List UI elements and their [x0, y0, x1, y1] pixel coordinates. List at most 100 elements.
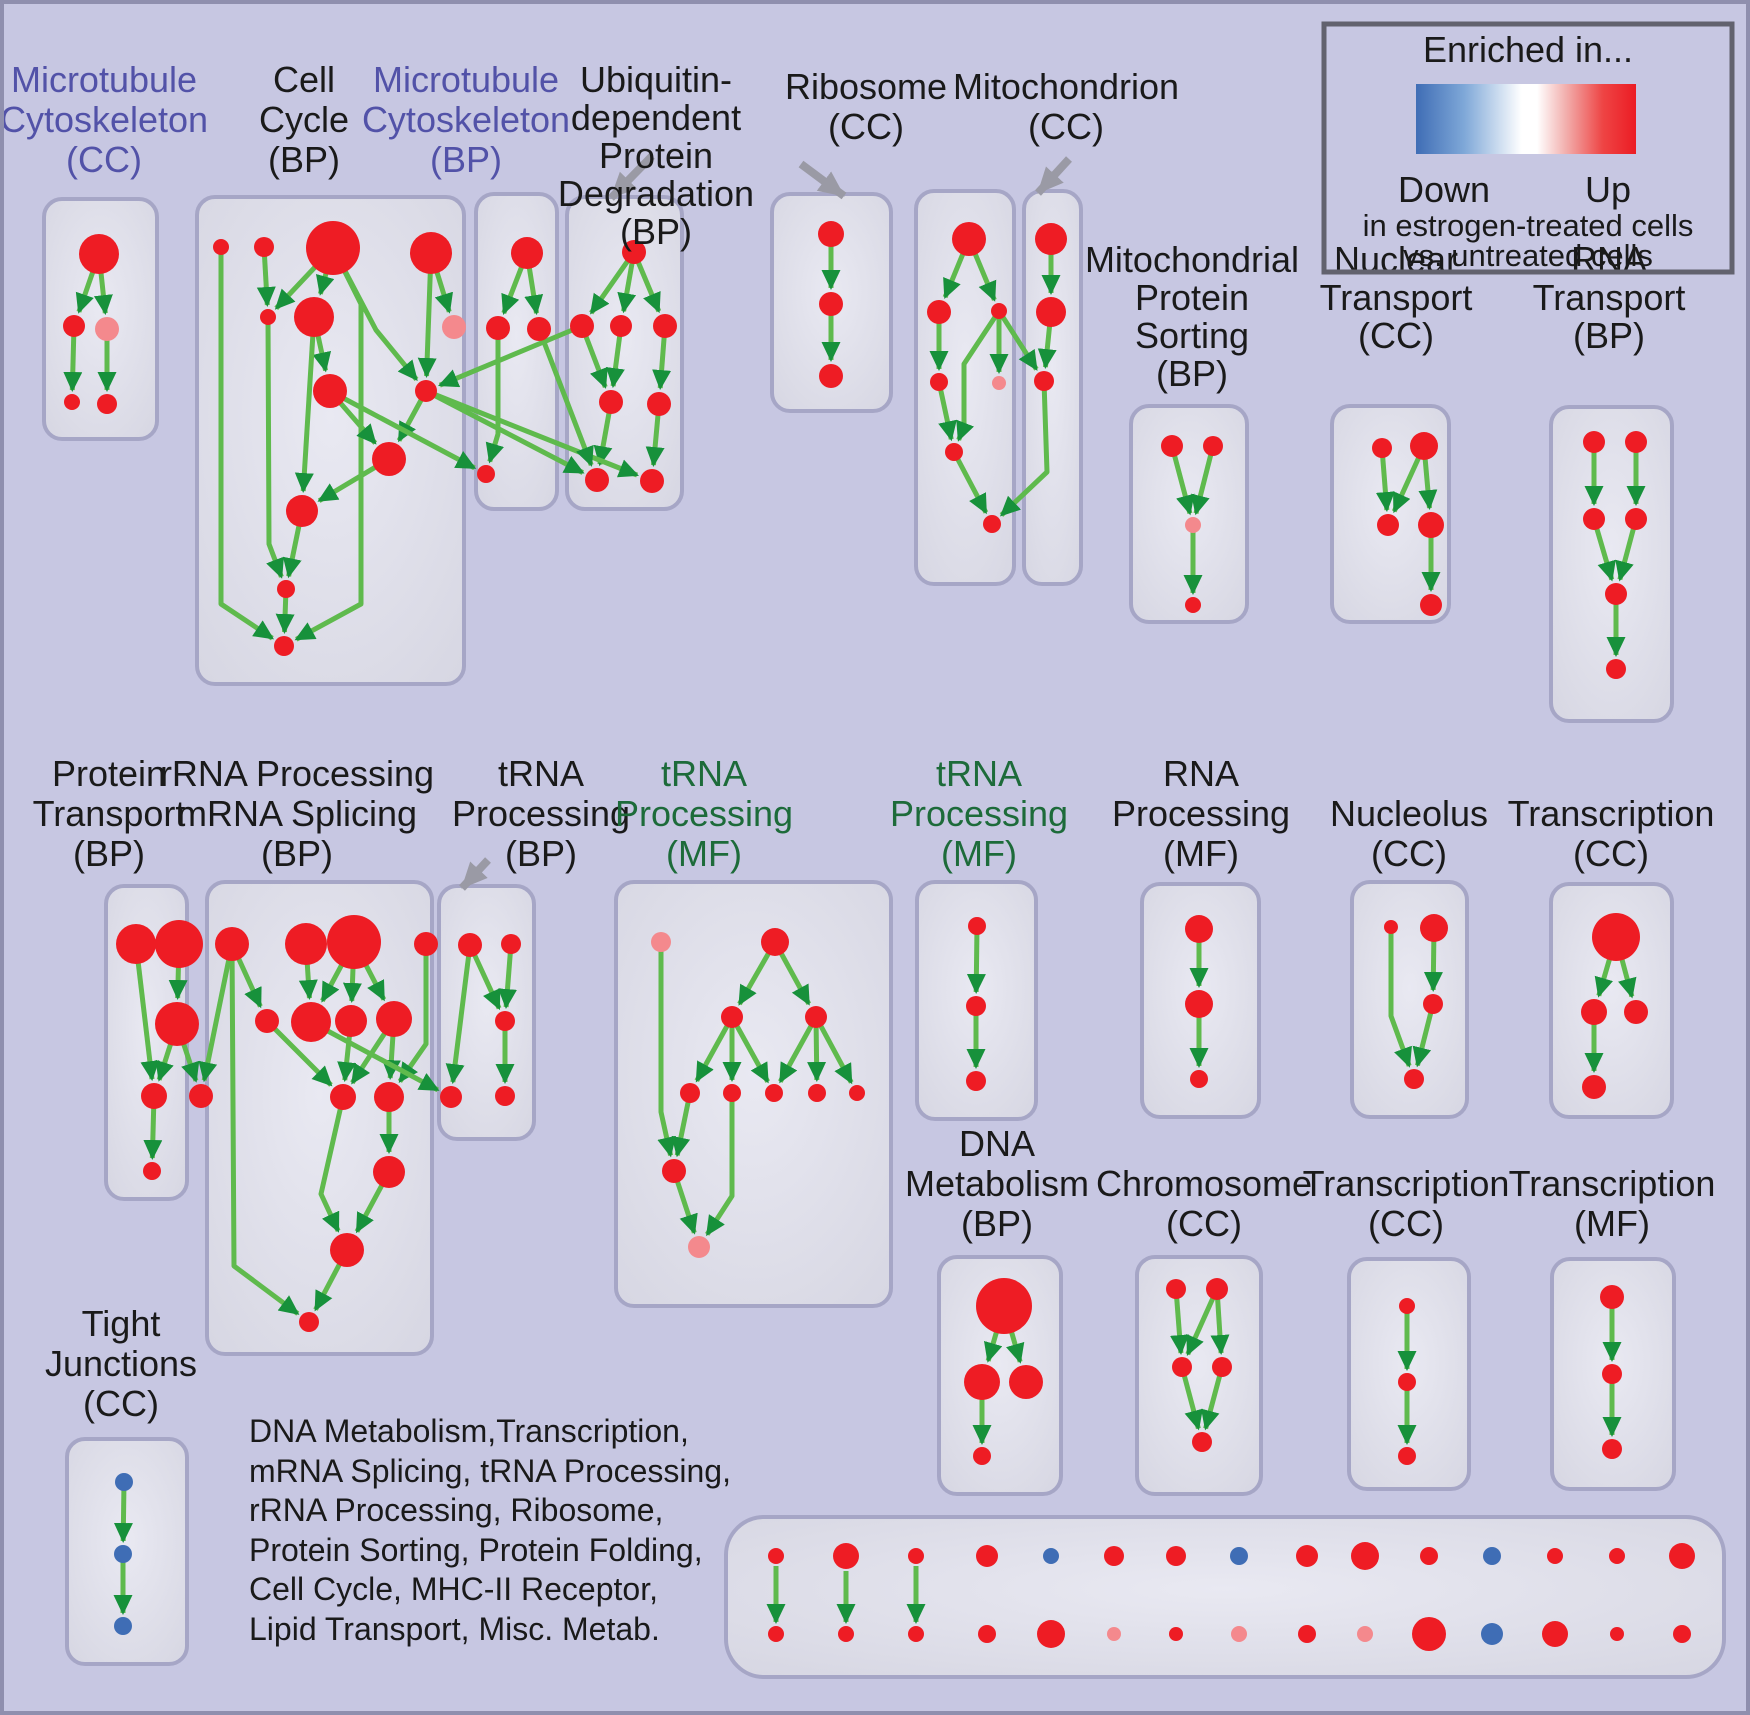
node-rrna-0 — [215, 927, 249, 961]
node-mps-1 — [1203, 436, 1223, 456]
cluster-label-mt_cc-line2: (CC) — [66, 139, 142, 180]
cluster-box-transcription_cc2 — [1549, 882, 1674, 1119]
cluster-label-transcription_cc3-line1: (CC) — [1368, 1203, 1444, 1244]
node-nuc_trans-4 — [1420, 594, 1442, 616]
misc-terms-line0: DNA Metabolism,Transcription, — [249, 1413, 689, 1449]
node-rrna-8 — [330, 1084, 356, 1110]
edge-cell_cycle-5 — [294, 246, 364, 642]
cross-edge-ribosome-to-mito-7 — [996, 309, 1039, 371]
node-ubiq_a-1 — [570, 314, 594, 338]
cluster-label-dna_metab-line0: DNA — [959, 1123, 1035, 1164]
cluster-label-dna_metab-line2: (BP) — [961, 1203, 1033, 1244]
legend-box — [1321, 21, 1735, 275]
node-strip-top-11 — [1483, 1547, 1501, 1565]
node-strip-top-12 — [1547, 1548, 1563, 1564]
node-strip-top-8 — [1296, 1545, 1318, 1567]
node-mt_bp-3 — [477, 465, 495, 483]
node-strip-bottom-1 — [838, 1626, 854, 1642]
edge-chromosome-4 — [1201, 1366, 1225, 1431]
misc-terms-line5: Lipid Transport, Misc. Metab. — [249, 1611, 660, 1647]
node-ubiq_a-3 — [653, 314, 677, 338]
node-trna_mf_s-2 — [966, 1071, 986, 1091]
node-strip-bottom-8 — [1298, 1625, 1316, 1643]
legend-subtitle-2: vs. untreated cells — [1403, 238, 1653, 273]
cluster-label-chromosome-line0: Chromosome — [1096, 1163, 1312, 1204]
cluster-label-tight_junctions-line1: Junctions — [45, 1343, 197, 1384]
node-mt_cc-3 — [64, 394, 80, 410]
node-rna_trans-3 — [1625, 508, 1647, 530]
edge-rrna-6 — [265, 1019, 333, 1087]
node-nucleolus-1 — [1420, 914, 1448, 942]
node-cell_cycle-2 — [306, 221, 360, 275]
node-cell_cycle-10 — [286, 495, 318, 527]
edge-rrna-12 — [318, 1096, 346, 1233]
node-strip-bottom-5 — [1107, 1627, 1121, 1641]
cluster-label-rna_proc-line1: Processing — [1112, 793, 1290, 834]
cross-edge-cell_cycle-to-ubiq_a-1 — [424, 388, 585, 475]
node-transcription_mf-2 — [1602, 1439, 1622, 1459]
node-ubiq_a-4 — [599, 390, 623, 414]
node-ribosome-6 — [983, 515, 1001, 533]
layer-labels: MicrotubuleCytoskeleton(CC)CellCycle(BP)… — [4, 21, 1735, 1647]
edge-nucleolus-1 — [1412, 1003, 1436, 1068]
node-strip-bottom-11 — [1481, 1623, 1503, 1645]
node-rrna-10 — [373, 1156, 405, 1188]
cluster-box-chromosome — [1135, 1255, 1263, 1496]
cluster-label-rrna-line2: (BP) — [261, 833, 333, 874]
node-rna_trans-0 — [1583, 431, 1605, 453]
edge-cell_cycle-14 — [265, 316, 284, 579]
node-mito-1 — [1036, 297, 1066, 327]
node-strip-top-2 — [908, 1548, 924, 1564]
cluster-label-ribosome-line1: (CC) — [828, 106, 904, 147]
node-strip-top-4 — [1043, 1548, 1059, 1564]
cluster-label-ubiq_a-line4: (BP) — [620, 211, 692, 252]
node-ribosome-5 — [945, 443, 963, 461]
node-trna_mf_l-10 — [688, 1236, 710, 1258]
node-cell_cycle-1 — [254, 237, 274, 257]
node-ribosome-2 — [991, 303, 1007, 319]
node-strip-top-14 — [1669, 1543, 1695, 1569]
node-cell_cycle-6 — [442, 315, 466, 339]
node-strip-top-7 — [1230, 1547, 1248, 1565]
node-cell_cycle-3 — [410, 232, 452, 274]
node-prot_trans-0 — [116, 924, 156, 964]
cluster-label-nucleolus-line0: Nucleolus — [1330, 793, 1488, 834]
cluster-label-trna_mf_l-line1: Processing — [615, 793, 793, 834]
cluster-label-trna_bp-line1: Processing — [452, 793, 630, 834]
node-prot_trans-5 — [143, 1162, 161, 1180]
node-strip-top-9 — [1351, 1542, 1379, 1570]
node-strip-bottom-13 — [1610, 1627, 1624, 1641]
cluster-label-trna_mf_l-line0: tRNA — [661, 753, 747, 794]
node-mt_cc-4 — [97, 394, 117, 414]
cluster-label-mps-line2: Sorting — [1135, 315, 1249, 356]
edge-trna_mf_l-7 — [813, 1015, 854, 1085]
cluster-label-nucleolus-line1: (CC) — [1371, 833, 1447, 874]
node-strip-top-10 — [1420, 1547, 1438, 1565]
node-strip-bottom-6 — [1169, 1627, 1183, 1641]
node-trna_bp-2 — [495, 1011, 515, 1031]
cluster-label-mps-line1: Protein — [1135, 277, 1249, 318]
edge-trna_mf_l-2 — [694, 1015, 735, 1083]
edge-rrna-14 — [229, 943, 300, 1316]
node-trna_bp-1 — [501, 934, 521, 954]
edge-ribosome-4 — [956, 309, 1002, 442]
cluster-box-mps — [1129, 404, 1249, 624]
node-strip-bottom-2 — [908, 1626, 924, 1642]
node-nucleolus-0 — [1384, 920, 1398, 934]
node-chromosome-1 — [1206, 1278, 1228, 1300]
node-transcription_cc2-1 — [1581, 999, 1607, 1025]
cross-edge-rrna-to-prot_trans-5 — [198, 943, 235, 1083]
node-transcription_cc3-0 — [1399, 1298, 1415, 1314]
pointer-to-ubiquitin-box-a-arrow — [608, 153, 655, 201]
cluster-label-mito-line1: (CC) — [1028, 106, 1104, 147]
node-transcription_mf-1 — [1602, 1364, 1622, 1384]
node-nuc_trans-2 — [1377, 514, 1399, 536]
node-trna_mf_s-1 — [966, 996, 986, 1016]
node-mito-2 — [1034, 371, 1054, 391]
layer-nodes — [63, 221, 1695, 1651]
node-mps-2 — [1185, 517, 1201, 533]
cluster-label-trna_mf_s-line2: (MF) — [941, 833, 1017, 874]
node-cell_cycle-12 — [274, 636, 294, 656]
cluster-label-rrna-line1: mRNA Splicing — [177, 793, 417, 834]
node-trna_mf_l-6 — [765, 1084, 783, 1102]
